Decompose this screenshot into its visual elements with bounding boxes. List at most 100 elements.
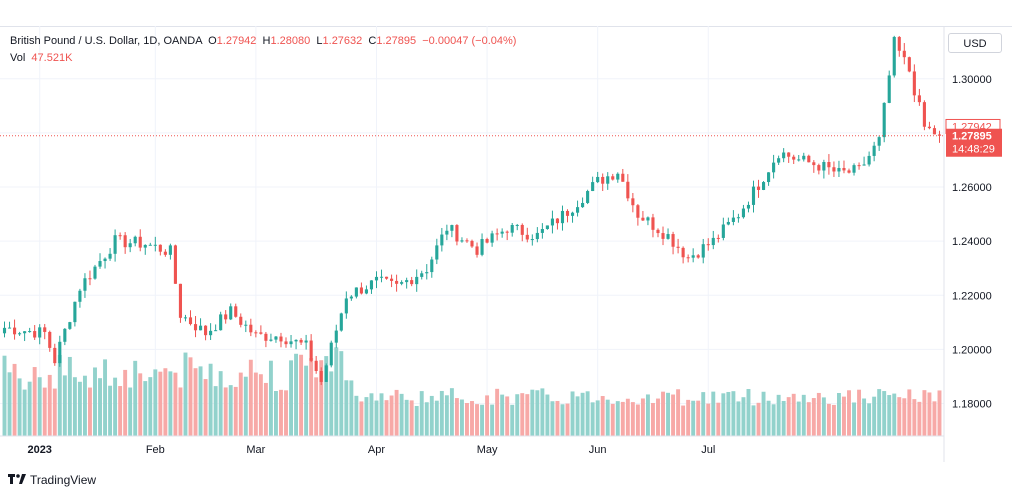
candle-body <box>53 347 57 364</box>
volume-bar <box>741 397 746 436</box>
candle-body <box>545 225 549 230</box>
volume-bar <box>404 399 409 436</box>
candle-body <box>480 239 484 255</box>
volume-bar <box>289 360 293 436</box>
ohlc-values: O1.27942 H1.28080 L1.27632 C1.27895 −0.0… <box>205 35 516 47</box>
candle-body <box>782 152 786 159</box>
volume-bar <box>731 391 736 436</box>
volume-bar <box>645 394 650 436</box>
candle-body <box>691 255 695 258</box>
candle-body <box>802 155 806 160</box>
candle-body <box>857 165 861 167</box>
volume-bar <box>550 401 555 436</box>
volume-bar <box>253 372 258 436</box>
candle-body <box>334 330 338 343</box>
volume-bars <box>2 347 942 436</box>
candle-body <box>284 341 288 345</box>
volume-bar <box>570 391 575 436</box>
candle-body <box>113 235 117 254</box>
volume-bar <box>816 392 821 436</box>
candle-body <box>264 333 268 341</box>
volume-bar <box>565 403 570 436</box>
candle-body <box>319 370 323 382</box>
volume-bar <box>449 388 454 436</box>
volume-bar <box>273 390 278 436</box>
price-chart[interactable]: 1.300001.280001.260001.240001.220001.200… <box>0 26 1012 462</box>
volume-bar <box>676 389 681 436</box>
volume-bar <box>686 399 691 436</box>
volume-bar <box>98 378 102 436</box>
candle-body <box>128 243 132 248</box>
tradingview-footer[interactable]: TradingView <box>8 473 96 487</box>
time-tick-label: Apr <box>368 444 385 456</box>
candle-body <box>927 126 931 129</box>
volume-bar <box>123 369 128 436</box>
candle-body <box>932 128 937 135</box>
volume-bar <box>786 397 791 436</box>
candle-body <box>103 258 107 262</box>
volume-bar <box>595 400 600 436</box>
volume-bar <box>917 401 922 436</box>
volume-bar <box>791 393 796 436</box>
candle-body <box>425 272 429 274</box>
candle-body <box>656 229 660 234</box>
candle-body <box>229 306 233 320</box>
candle-body <box>314 360 318 371</box>
low-label: L <box>316 35 323 47</box>
volume-bar <box>243 376 248 436</box>
candle-body <box>887 75 891 103</box>
candle-body <box>751 186 756 205</box>
volume-legend[interactable]: Vol 47.521K <box>10 52 72 64</box>
volume-bar <box>736 401 741 436</box>
top-divider <box>0 26 1012 27</box>
candle-body <box>7 327 12 329</box>
volume-bar <box>138 373 143 436</box>
candle-body <box>209 330 213 336</box>
symbol-title[interactable]: British Pound / U.S. Dollar, 1D, OANDA <box>10 35 202 47</box>
currency-button[interactable]: USD <box>948 33 1002 53</box>
volume-bar <box>258 374 263 436</box>
low-value: 1.27632 <box>322 35 363 47</box>
volume-bar <box>319 360 324 436</box>
candle-body <box>686 257 690 259</box>
candle-body <box>475 246 479 255</box>
volume-bar <box>284 390 288 436</box>
candle-body <box>917 95 921 103</box>
volume-bar <box>424 402 429 436</box>
volume-bar <box>490 404 495 436</box>
close-value: 1.27895 <box>376 35 417 47</box>
candle-body <box>912 71 916 96</box>
volume-bar <box>862 398 867 436</box>
volume-bar <box>349 380 354 436</box>
candle-body <box>696 255 700 258</box>
symbol-legend[interactable]: British Pound / U.S. Dollar, 1D, OANDA O… <box>10 35 516 47</box>
candle-body <box>510 225 514 233</box>
volume-bar <box>309 358 314 436</box>
volume-bar <box>88 387 92 436</box>
change-value: −0.00047 (−0.04%) <box>422 35 517 47</box>
volume-bar <box>630 402 635 436</box>
volume-bar <box>218 371 223 436</box>
candle-body <box>676 246 680 248</box>
candle-body <box>570 212 575 216</box>
candle-body <box>812 162 816 166</box>
candle-body <box>591 182 595 192</box>
volume-bar <box>821 397 826 436</box>
candle-body <box>48 331 52 348</box>
volume-bar <box>198 366 203 436</box>
volume-bar <box>756 402 761 436</box>
candle-body <box>234 306 238 317</box>
open-price-tag-text: 1.27942 <box>952 121 992 133</box>
candle-body <box>671 234 675 247</box>
volume-bar <box>751 405 756 436</box>
candle-body <box>485 239 489 243</box>
candle-body <box>324 365 328 382</box>
volume-bar <box>354 395 359 436</box>
volume-bar <box>600 396 605 436</box>
candle-body <box>214 330 218 332</box>
candle-body <box>400 282 404 284</box>
candle-body <box>772 162 776 173</box>
candle-body <box>28 331 32 333</box>
volume-bar <box>183 352 188 436</box>
candle-body <box>862 164 866 166</box>
